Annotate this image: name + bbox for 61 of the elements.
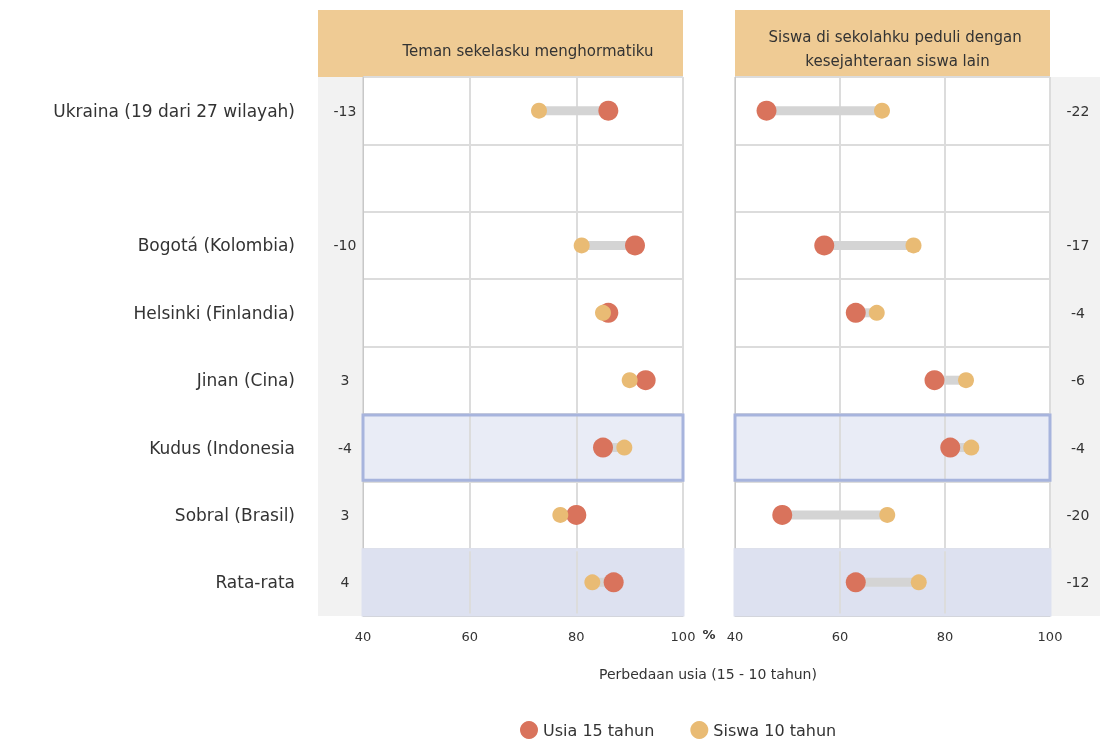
chart-title: Teman sekelasku menghormatiku (401, 42, 654, 60)
point (756, 100, 777, 121)
text: 3 (340, 372, 350, 389)
x-tick-label: 60 (831, 629, 849, 644)
legend-label: Siswa 10 tahun (713, 720, 837, 740)
point (593, 437, 613, 458)
x-axis-title: Perbedaan usia (15 - 10 tahun) (599, 666, 817, 682)
x-tick-label: 100 (1037, 629, 1063, 644)
point (573, 237, 590, 254)
chart-title: Siswa di sekolahku peduli dengan kesejahteraan siswa lain (768, 28, 1027, 70)
point (845, 572, 866, 593)
point (603, 572, 624, 593)
point (874, 102, 890, 119)
text: -22 (1066, 102, 1090, 119)
point (595, 304, 611, 321)
point (963, 439, 980, 456)
y-tick-label: Sobral (Brasil) (174, 504, 295, 525)
text: -13 (333, 102, 357, 119)
x-tick-label: 100 (670, 629, 696, 644)
x-tick-label: 60 (461, 629, 478, 644)
y-tick-label: Bogotá (Kolombia) (137, 235, 295, 256)
legend-label: Usia 15 tahun (543, 720, 655, 740)
text: -10 (333, 237, 357, 254)
text: -4 (1071, 439, 1086, 456)
text: -6 (1071, 372, 1086, 389)
text: -4 (1071, 304, 1086, 321)
point (905, 237, 922, 254)
point (868, 304, 885, 321)
point (625, 235, 645, 256)
y-tick-label: Jinan (Cina) (195, 370, 295, 391)
point (958, 372, 974, 389)
point (621, 372, 638, 389)
text: -20 (1066, 506, 1090, 523)
text: -12 (1066, 574, 1090, 591)
point (814, 235, 835, 256)
point (616, 439, 633, 456)
text: 3 (340, 506, 350, 523)
point (910, 574, 927, 591)
y-tick-label: Kudus (Indonesia (149, 437, 295, 458)
point (845, 302, 866, 323)
text: % (702, 626, 716, 642)
point (924, 370, 945, 391)
text: -17 (1066, 237, 1090, 254)
x-tick-label: 40 (726, 629, 744, 644)
point (940, 437, 961, 458)
point (772, 504, 793, 525)
point (879, 506, 896, 523)
point (598, 100, 619, 121)
x-tick-label: 80 (568, 629, 585, 644)
y-tick-label: Rata-rata (215, 572, 295, 593)
point (552, 506, 569, 523)
text: 4 (340, 574, 350, 591)
y-tick-label: Ukraina (19 dari 27 wilayah) (53, 100, 295, 121)
x-tick-label: 40 (354, 629, 372, 644)
x-tick-label: 80 (936, 629, 954, 644)
text: -4 (338, 439, 353, 456)
point (635, 370, 656, 391)
point (566, 504, 587, 525)
y-tick-label: Helsinki (Finlandia) (133, 302, 295, 323)
point (584, 574, 601, 591)
point (531, 102, 547, 119)
